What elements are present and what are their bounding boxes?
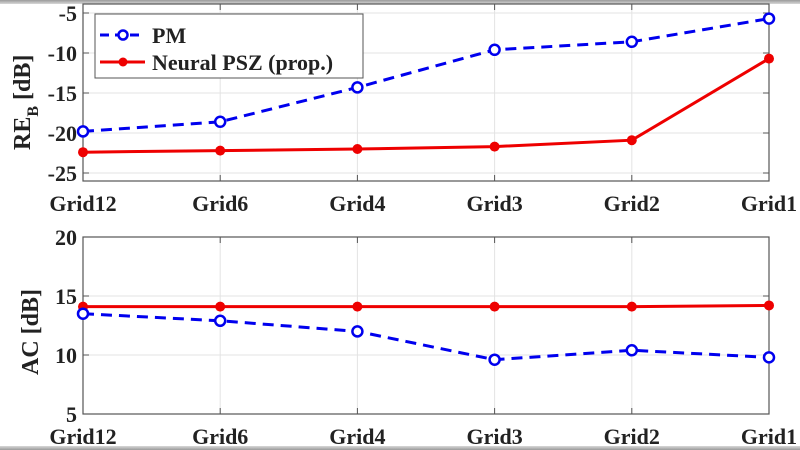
y-tick-label: -10: [48, 41, 77, 66]
x-tick-label: Grid1: [741, 191, 797, 216]
legend-label-neural: Neural PSZ (prop.): [152, 50, 333, 75]
data-point-neural: [215, 145, 226, 156]
y-tick-label: 5: [66, 402, 77, 427]
legend-label-pm: PM: [152, 23, 186, 48]
data-point-neural: [352, 144, 363, 154]
y-tick-label: -5: [59, 1, 77, 26]
x-tick-label: Grid4: [329, 424, 385, 449]
y-tick-label: -25: [48, 161, 77, 186]
x-tick-label: Grid6: [192, 191, 248, 216]
data-point-pm: [762, 351, 776, 364]
x-tick-label: Grid12: [49, 424, 116, 449]
x-tick-label: Grid2: [604, 424, 660, 449]
top-frame-bar: [0, 0, 800, 4]
x-tick-label: Grid1: [741, 424, 797, 449]
y-tick-label: 20: [55, 225, 77, 250]
y-axis-label-ac: AC [dB]: [18, 289, 44, 375]
series-line-pm: [82, 312, 770, 362]
data-point-neural: [78, 147, 88, 158]
data-point-neural: [489, 141, 500, 152]
data-point-neural: [764, 53, 774, 64]
data-point-pm: [625, 344, 639, 357]
plot-reb: -5 -10 -15 -20 -25 Grid12 Grid6 Grid4 Grid3 Grid2…: [10, 1, 797, 216]
legend-entry-pm: PM: [100, 23, 186, 48]
data-point-pm: [488, 43, 501, 57]
data-point-pm: [213, 115, 227, 129]
axes-box: [82, 236, 770, 415]
x-tick-label: Grid12: [49, 191, 116, 216]
data-point-neural: [489, 301, 500, 312]
series-line-neural: [82, 57, 770, 154]
y-tick-label: 10: [55, 343, 77, 368]
bottom-frame-bar: [0, 446, 800, 450]
data-point-neural: [215, 301, 226, 312]
data-point-neural: [626, 135, 637, 146]
y-tick-label: -20: [48, 121, 77, 146]
filled-circle-marker-icon: [118, 57, 128, 67]
legend-box: [94, 13, 364, 79]
y-tick-label: 15: [55, 284, 77, 309]
data-point-neural: [352, 301, 363, 312]
legend: PM Neural PSZ (prop.): [94, 13, 364, 79]
open-circle-marker-icon: [117, 29, 129, 41]
data-point-pm: [351, 81, 364, 94]
x-tick-label: Grid3: [466, 424, 522, 449]
y-tick-label: -15: [48, 81, 77, 106]
x-tick-label: Grid4: [329, 191, 385, 216]
data-point-pm: [625, 35, 639, 49]
data-point-neural: [764, 300, 774, 311]
data-point-pm: [76, 307, 90, 320]
series-line-neural: [83, 303, 770, 309]
data-point-pm: [213, 314, 227, 328]
x-tick-label: Grid2: [604, 191, 660, 216]
x-tick-label: Grid6: [192, 424, 248, 449]
series-line-pm: [82, 17, 770, 133]
legend-entry-neural: Neural PSZ (prop.): [100, 50, 333, 75]
data-point-pm: [762, 12, 776, 25]
y-axis-label-reb: REB [dB]: [10, 55, 42, 150]
data-point-pm: [488, 353, 501, 366]
data-point-neural: [626, 301, 637, 312]
x-tick-label: Grid3: [466, 191, 522, 216]
data-point-pm: [76, 125, 90, 138]
data-point-pm: [351, 325, 364, 338]
